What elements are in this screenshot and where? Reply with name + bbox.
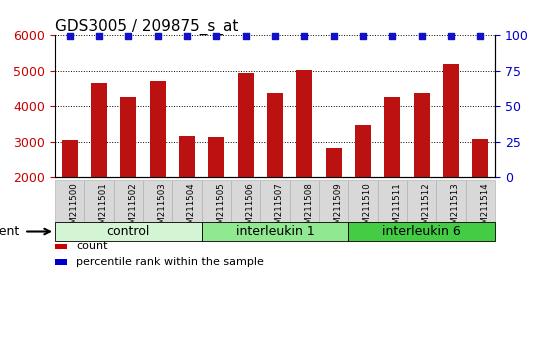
Point (212, 34, 221, 39)
Bar (407, 180, 436, 222)
Text: GSM211511: GSM211511 (392, 182, 402, 235)
Text: percentile rank within the sample: percentile rank within the sample (76, 257, 264, 267)
Bar (55, 180, 84, 222)
Bar (472, 139, 488, 177)
Text: GSM211500: GSM211500 (70, 182, 79, 235)
Bar (172, 180, 202, 222)
Bar (55, 222, 202, 241)
Bar (55, 259, 67, 265)
Text: GSM211510: GSM211510 (363, 182, 372, 235)
Bar (348, 180, 378, 222)
Bar (114, 180, 143, 222)
Bar (319, 180, 348, 222)
Text: GSM211505: GSM211505 (216, 182, 225, 235)
Bar (326, 148, 342, 177)
Point (300, 34, 309, 39)
Bar (260, 180, 290, 222)
Text: GSM211508: GSM211508 (304, 182, 314, 235)
Bar (378, 180, 407, 222)
Bar (55, 244, 67, 249)
Bar (296, 70, 312, 177)
Point (271, 34, 279, 39)
Point (241, 34, 250, 39)
Text: GSM211503: GSM211503 (158, 182, 167, 235)
Point (95, 34, 103, 39)
Point (359, 34, 367, 39)
Bar (414, 93, 430, 177)
Text: interleukin 6: interleukin 6 (382, 225, 461, 238)
Bar (143, 180, 172, 222)
Bar (150, 81, 166, 177)
Bar (62, 140, 78, 177)
Text: GSM211504: GSM211504 (187, 182, 196, 235)
Point (388, 34, 397, 39)
Text: agent: agent (0, 225, 20, 238)
Text: GSM211506: GSM211506 (246, 182, 255, 235)
Bar (443, 64, 459, 177)
Text: GSM211501: GSM211501 (99, 182, 108, 235)
Bar (84, 180, 114, 222)
Point (447, 34, 455, 39)
Bar (202, 222, 348, 241)
Text: GDS3005 / 209875_s_at: GDS3005 / 209875_s_at (55, 19, 238, 35)
Point (153, 34, 162, 39)
Point (417, 34, 426, 39)
Text: GSM211513: GSM211513 (451, 182, 460, 235)
Bar (267, 93, 283, 177)
Bar (384, 97, 400, 177)
Bar (120, 97, 136, 177)
Text: GSM211502: GSM211502 (128, 182, 138, 235)
Bar (466, 180, 495, 222)
Bar (231, 180, 260, 222)
Bar (238, 73, 254, 177)
Bar (208, 137, 224, 177)
Bar (355, 125, 371, 177)
Bar (348, 222, 495, 241)
Text: GSM211514: GSM211514 (480, 182, 490, 235)
Point (124, 34, 133, 39)
Text: GSM211509: GSM211509 (334, 182, 343, 235)
Text: count: count (76, 241, 108, 251)
Point (65, 34, 74, 39)
Bar (436, 180, 466, 222)
Text: control: control (107, 225, 150, 238)
Bar (290, 180, 319, 222)
Point (183, 34, 191, 39)
Bar (179, 136, 195, 177)
Text: GSM211507: GSM211507 (275, 182, 284, 235)
Point (476, 34, 485, 39)
Bar (202, 180, 231, 222)
Text: GSM211512: GSM211512 (422, 182, 431, 235)
Point (329, 34, 338, 39)
Bar (91, 83, 107, 177)
Text: interleukin 1: interleukin 1 (235, 225, 315, 238)
